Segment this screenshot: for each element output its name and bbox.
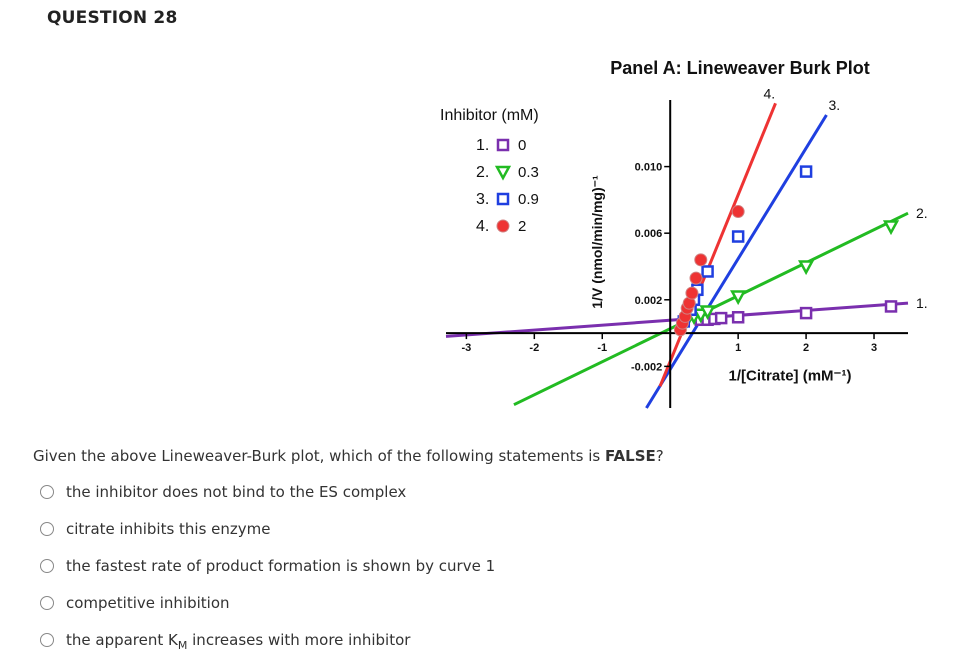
answer-option-3[interactable]: the fastest rate of product formation is… xyxy=(40,557,495,575)
option-text-start: the apparent K xyxy=(66,631,178,649)
legend-marker xyxy=(496,192,510,206)
x-tick-label: 3 xyxy=(871,342,877,354)
series-line-3 xyxy=(645,114,828,409)
x-tick-label: 1 xyxy=(735,342,741,354)
y-tick-label: -0.002 xyxy=(631,361,662,373)
curve-label: 2. xyxy=(916,205,928,221)
series-4-point xyxy=(689,271,703,285)
legend-value: 2 xyxy=(518,218,526,235)
series-3-point xyxy=(799,165,813,178)
series-1-point xyxy=(731,311,745,324)
series-1-point xyxy=(714,311,728,325)
answer-option-5[interactable]: the apparent KM increases with more inhi… xyxy=(40,631,411,652)
x-axis-label: 1/[Citrate] (mM⁻¹) xyxy=(729,368,852,385)
curve-label: 1. xyxy=(916,295,928,311)
x-tick-label: 2 xyxy=(803,342,809,354)
series-3-point xyxy=(731,230,745,243)
radio-button[interactable] xyxy=(40,522,54,536)
series-2-point xyxy=(699,305,716,321)
series-4-point xyxy=(731,205,745,219)
legend-value: 0 xyxy=(518,137,526,154)
option-text-end: increases with more inhibitor xyxy=(187,631,411,649)
x-tick-label: -2 xyxy=(529,342,539,354)
legend-number: 3. xyxy=(476,191,489,208)
series-2-point xyxy=(797,260,815,276)
answer-option-2[interactable]: citrate inhibits this enzyme xyxy=(40,520,271,538)
legend-number: 2. xyxy=(476,164,489,181)
y-axis-label: 1/V (nmol/min/mg)⁻¹ xyxy=(589,175,605,309)
legend-marker xyxy=(496,138,510,152)
legend-value: 0.3 xyxy=(518,164,539,181)
legend-number: 1. xyxy=(476,137,489,154)
answer-option-label: the fastest rate of product formation is… xyxy=(66,557,496,575)
series-line-4 xyxy=(658,102,777,387)
series-4-point xyxy=(685,286,699,300)
question-number: QUESTION 28 xyxy=(47,8,178,28)
x-tick-label: -3 xyxy=(461,342,471,354)
lineweaver-burk-chart: Panel A: Lineweaver Burk Plot -3 -2 -1 1 2 3 -0… xyxy=(440,58,928,409)
answer-option-4[interactable]: competitive inhibition xyxy=(40,594,230,612)
x-tick-label: -1 xyxy=(597,342,607,354)
prompt-text: Given the above Lineweaver-Burk plot, wh… xyxy=(33,447,605,465)
curve-label: 3. xyxy=(828,97,840,113)
y-tick-label: 0.010 xyxy=(635,162,663,174)
series-4-point xyxy=(694,253,708,267)
question-prompt: Given the above Lineweaver-Burk plot, wh… xyxy=(33,447,664,465)
series-2-point xyxy=(730,290,747,306)
answer-option-label: the inhibitor does not bind to the ES co… xyxy=(66,483,407,501)
radio-button[interactable] xyxy=(40,559,54,573)
radio-button[interactable] xyxy=(40,633,54,647)
legend-number: 4. xyxy=(476,218,489,235)
answer-option-label: the apparent KM increases with more inhi… xyxy=(66,631,411,652)
series-1-point xyxy=(884,300,898,313)
prompt-emphasis: FALSE xyxy=(605,447,656,465)
radio-button[interactable] xyxy=(40,596,54,610)
series-3-point xyxy=(701,265,714,278)
chart-title: Panel A: Lineweaver Burk Plot xyxy=(610,58,869,78)
y-tick-label: 0.006 xyxy=(635,228,663,240)
radio-button[interactable] xyxy=(40,485,54,499)
curve-label: 4. xyxy=(764,85,776,101)
answer-option-1[interactable]: the inhibitor does not bind to the ES co… xyxy=(40,483,406,501)
series-2-point xyxy=(882,220,900,236)
series-1-point xyxy=(799,306,813,320)
y-tick-label: 0.002 xyxy=(635,295,663,307)
option-text-subscript: M xyxy=(177,639,188,652)
legend-title: Inhibitor (mM) xyxy=(440,107,539,124)
answer-option-label: citrate inhibits this enzyme xyxy=(66,520,271,538)
prompt-end: ? xyxy=(655,447,664,465)
legend-marker xyxy=(496,219,510,233)
legend-value: 0.9 xyxy=(518,191,539,208)
legend-marker xyxy=(494,165,512,181)
answer-option-label: competitive inhibition xyxy=(66,594,230,612)
